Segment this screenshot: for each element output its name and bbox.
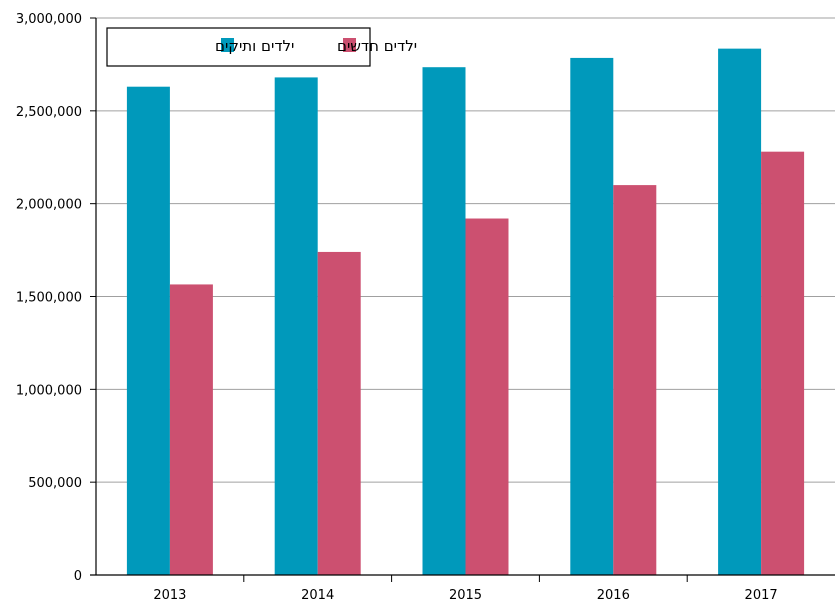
legend-label-old-children: ילדים ותיקים bbox=[215, 37, 294, 55]
bar-new-2017 bbox=[761, 151, 805, 575]
y-tick-label: 1,000,000 bbox=[16, 383, 82, 398]
x-tick-label: 2015 bbox=[449, 588, 482, 600]
y-tick-label: 3,000,000 bbox=[16, 12, 82, 27]
bar-new-2015 bbox=[465, 218, 509, 575]
legend-box bbox=[106, 27, 371, 67]
bar-old-2015 bbox=[422, 67, 466, 576]
x-tick-label: 2017 bbox=[745, 588, 778, 600]
bar-old-2017 bbox=[718, 48, 762, 575]
x-tick-label: 2013 bbox=[153, 588, 186, 600]
x-axis: 2013 2014 2015 2016 2017 bbox=[90, 574, 835, 600]
bars bbox=[126, 48, 805, 576]
bar-new-2016 bbox=[613, 185, 657, 575]
x-tick-label: 2014 bbox=[301, 588, 334, 600]
y-axis: 0 500,000 1,000,000 1,500,000 2,000,000 2,500… bbox=[16, 12, 97, 584]
legend-swatch-old-children bbox=[221, 38, 234, 52]
y-tick-label: 500,000 bbox=[28, 476, 82, 491]
legend-swatch-new-children bbox=[343, 38, 356, 52]
y-tick-label: 0 bbox=[74, 569, 82, 584]
legend: ילדים ותיקים ילדים חדשים bbox=[106, 27, 417, 67]
bar-new-2014 bbox=[317, 251, 361, 575]
legend-label-new-children: ילדים חדשים bbox=[337, 37, 417, 55]
bar-old-2013 bbox=[126, 86, 170, 576]
bar-old-2014 bbox=[274, 77, 318, 575]
y-tick-label: 2,000,000 bbox=[16, 198, 82, 213]
bar-new-2013 bbox=[169, 284, 213, 575]
bar-old-2016 bbox=[570, 57, 614, 575]
x-tick-label: 2016 bbox=[597, 588, 630, 600]
y-tick-label: 1,500,000 bbox=[16, 291, 82, 306]
y-tick-label: 2,500,000 bbox=[16, 105, 82, 120]
